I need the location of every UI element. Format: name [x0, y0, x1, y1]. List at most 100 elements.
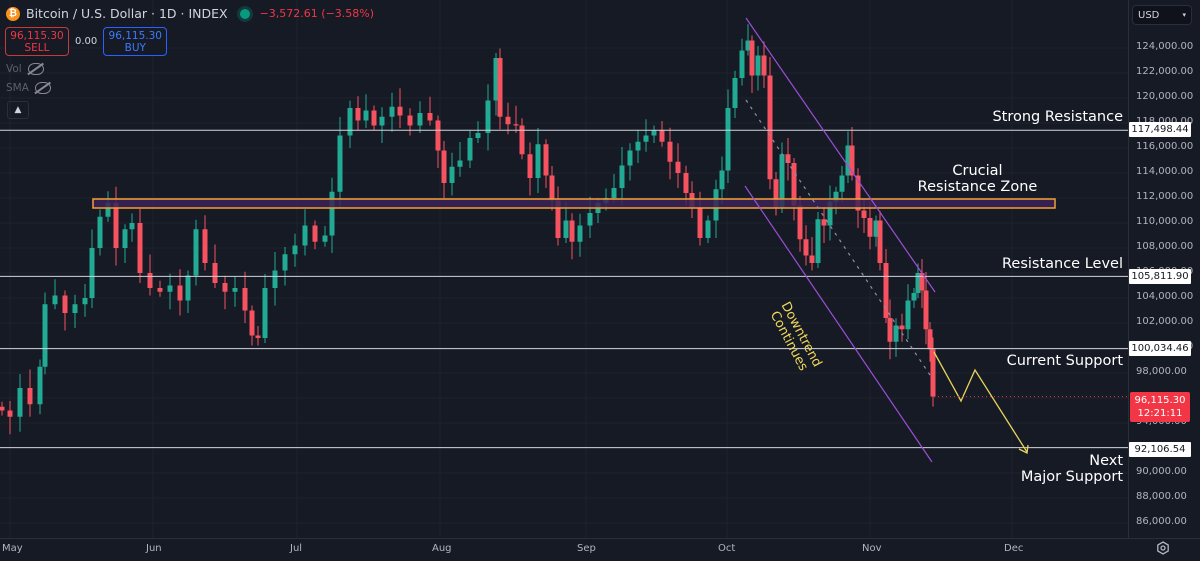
candle	[185, 270, 191, 313]
candle	[915, 263, 921, 298]
candle	[927, 322, 933, 362]
candlestick-chart[interactable]	[0, 0, 1128, 538]
price-tick: 116,000.00	[1136, 141, 1194, 152]
level-label-next-support: 92,106.54	[1129, 442, 1191, 457]
candle	[713, 179, 719, 238]
candle	[845, 131, 851, 183]
candle	[232, 276, 238, 307]
symbol-title[interactable]: Bitcoin / U.S. Dollar · 1D · INDEX	[26, 6, 228, 21]
indicator-vol[interactable]: Vol	[6, 63, 44, 75]
candle	[519, 118, 525, 160]
annotation-crucial-line1: Crucial	[952, 163, 1003, 179]
candle	[667, 127, 673, 180]
candle	[505, 102, 511, 135]
candle	[42, 292, 48, 375]
candle	[543, 139, 549, 188]
candle	[389, 92, 395, 132]
arrow-head-icon	[1018, 444, 1029, 454]
time-tick: Nov	[862, 543, 882, 554]
candle	[147, 254, 153, 296]
candle	[791, 158, 797, 221]
candle	[0, 401, 5, 416]
candle	[97, 209, 103, 256]
time-tick: Jul	[290, 543, 303, 554]
candle	[7, 401, 13, 435]
candle	[887, 299, 893, 360]
candle	[627, 143, 633, 181]
candle	[675, 143, 681, 188]
candle	[555, 186, 561, 246]
candle	[337, 117, 343, 207]
time-tick: May	[2, 543, 23, 554]
candle	[312, 220, 318, 250]
candle	[767, 57, 773, 190]
candle	[877, 211, 883, 271]
annotation-next-support: Next Major Support	[960, 453, 1123, 485]
candle	[249, 305, 255, 346]
collapse-indicators-button[interactable]: ▲	[7, 101, 29, 119]
chart-header: ₿ Bitcoin / U.S. Dollar · 1D · INDEX −3,…	[6, 6, 374, 21]
level-label-resistance: 105,811.90	[1129, 269, 1191, 284]
candle	[867, 201, 873, 250]
eye-hidden-icon[interactable]	[34, 82, 51, 94]
channel-lower-line[interactable]	[744, 185, 933, 463]
buy-button[interactable]: 96,115.30 BUY	[103, 27, 168, 56]
candle	[527, 142, 533, 196]
indicator-sma[interactable]: SMA	[6, 82, 51, 94]
settings-icon[interactable]	[1156, 541, 1170, 555]
candle	[37, 359, 43, 415]
candle	[535, 128, 541, 193]
candle	[911, 288, 917, 308]
candle	[193, 219, 199, 286]
indicator-sma-label: SMA	[6, 82, 29, 94]
candle	[272, 252, 278, 306]
candle	[899, 313, 905, 342]
annotation-resistance-level: Resistance Level	[1001, 256, 1123, 272]
time-axis[interactable]	[0, 538, 1200, 561]
candle	[129, 213, 135, 242]
candle	[212, 244, 218, 288]
candle	[485, 84, 491, 151]
trade-panel: 96,115.30 SELL 0.00 96,115.30 BUY	[5, 27, 168, 56]
candle	[569, 213, 575, 260]
candle	[457, 142, 463, 177]
candle	[302, 209, 308, 256]
sell-button[interactable]: 96,115.30 SELL	[5, 27, 69, 56]
candle	[82, 284, 88, 317]
candle	[873, 215, 879, 247]
projection-path[interactable]	[933, 351, 1028, 453]
candle	[883, 249, 889, 323]
candle	[809, 237, 815, 271]
price-tick: 102,000.00	[1136, 316, 1194, 327]
crucial-resistance-zone[interactable]	[92, 198, 1056, 209]
channel-median-line[interactable]	[745, 99, 931, 376]
candle	[177, 269, 183, 316]
price-change: −3,572.61 (−3.58%)	[259, 7, 375, 20]
candle	[72, 294, 78, 328]
currency-select[interactable]: USD ▾	[1132, 5, 1192, 25]
eye-hidden-icon[interactable]	[27, 63, 44, 75]
chevron-up-icon: ▲	[14, 105, 22, 115]
candle	[839, 166, 845, 202]
price-tick: 110,000.00	[1136, 216, 1194, 227]
chevron-down-icon: ▾	[1182, 11, 1186, 19]
candle	[635, 130, 641, 163]
price-tick: 98,000.00	[1136, 366, 1187, 377]
candle	[417, 101, 423, 133]
sell-price: 96,115.30	[10, 29, 64, 42]
price-tick: 112,000.00	[1136, 191, 1194, 202]
candle	[467, 130, 473, 168]
candle	[347, 100, 353, 148]
candle	[803, 225, 809, 266]
candle	[167, 273, 173, 310]
buy-label: BUY	[124, 41, 146, 54]
market-open-icon	[239, 8, 250, 19]
annotation-next-line1: Next	[1089, 453, 1123, 469]
candle	[513, 105, 519, 133]
candle	[427, 96, 433, 126]
channel-upper-line[interactable]	[745, 17, 936, 293]
price-tick: 114,000.00	[1136, 166, 1194, 177]
candle	[62, 290, 68, 331]
candle	[745, 24, 751, 56]
